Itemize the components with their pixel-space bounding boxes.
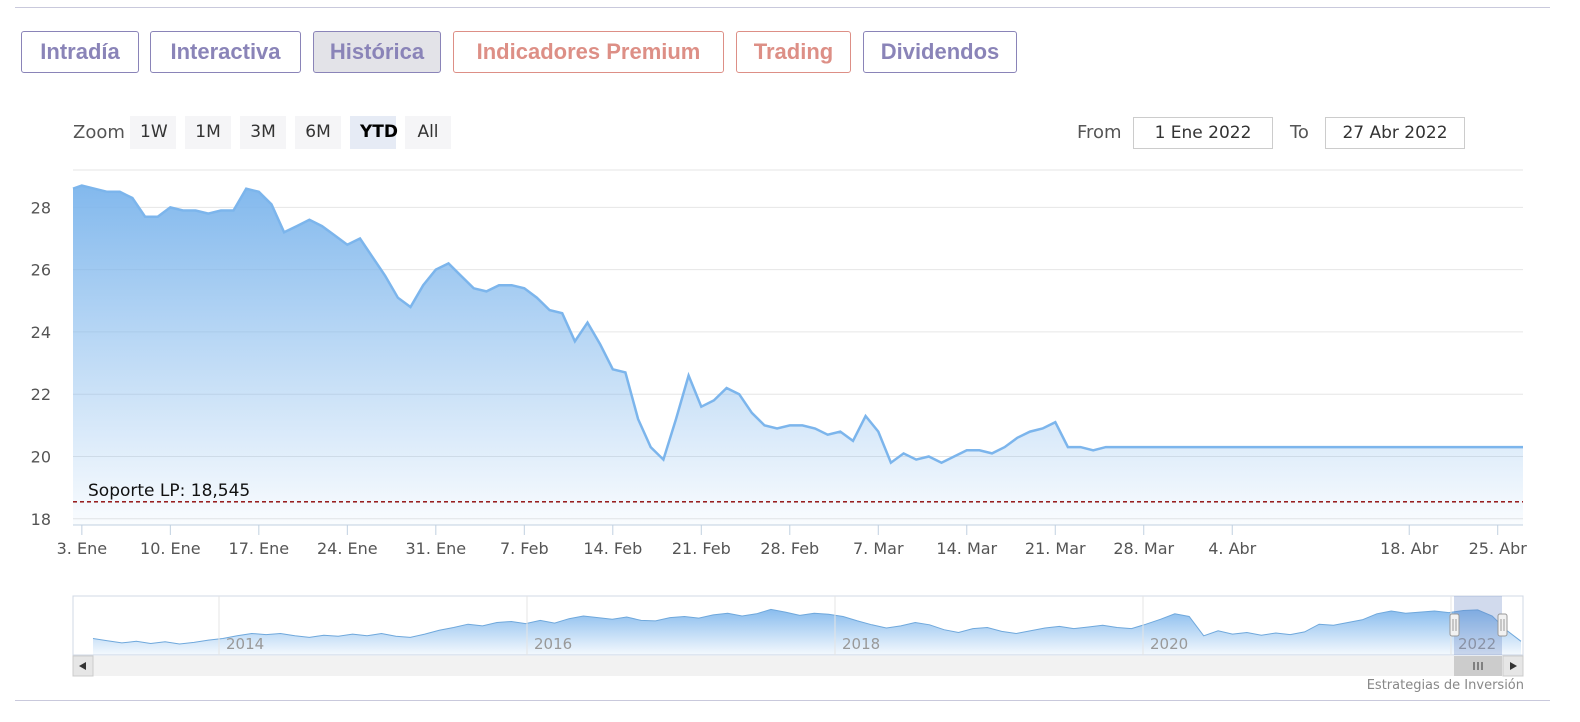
navigator-selection <box>1454 596 1502 655</box>
x-tick-label: 14. Mar <box>936 539 997 558</box>
navigator-tick-label: 2020 <box>1150 635 1188 653</box>
zoom-1w-button[interactable]: 1W <box>130 116 176 149</box>
navigator-tick-label: 2018 <box>842 635 880 653</box>
price-line <box>72 184 1523 465</box>
navigator-area <box>93 609 1521 655</box>
zoom-all-button[interactable]: All <box>405 116 451 149</box>
x-tick-label: 3. Ene <box>57 539 107 558</box>
navigator-handle <box>1449 613 1460 637</box>
x-tick-label: 14. Feb <box>583 539 642 558</box>
y-tick-label: 24 <box>31 323 51 342</box>
navigator-frame <box>72 595 1524 656</box>
zoom-label: Zoom <box>73 122 125 143</box>
x-tick-label: 21. Feb <box>672 539 731 558</box>
y-tick-label: 20 <box>31 447 51 466</box>
x-tick-label: 4. Abr <box>1208 539 1256 558</box>
scroll-left-button <box>72 655 94 677</box>
tab-intradia[interactable]: Intradía <box>21 31 139 73</box>
x-tick-label: 31. Ene <box>406 539 467 558</box>
x-tick-label: 17. Ene <box>229 539 290 558</box>
zoom-6m-button[interactable]: 6M <box>295 116 341 149</box>
scroll-right-button <box>1502 655 1524 677</box>
x-tick-label: 28. Mar <box>1113 539 1174 558</box>
x-tick-label: 10. Ene <box>140 539 201 558</box>
x-tick-label: 7. Feb <box>500 539 549 558</box>
zoom-3m-button[interactable]: 3M <box>240 116 286 149</box>
scrollbar-track <box>73 656 1523 676</box>
tab-dividendos[interactable]: Dividendos <box>863 31 1017 73</box>
price-area <box>73 185 1523 525</box>
tab-bar: Intradía Interactiva Histórica Indicador… <box>21 31 1021 75</box>
credit-text[interactable]: Estrategias de Inversión <box>1366 678 1524 693</box>
zoom-ytd-button[interactable]: YTD <box>350 116 398 149</box>
y-tick-label: 18 <box>31 510 51 529</box>
y-tick-label: 26 <box>31 261 51 280</box>
range-to-label: To <box>1290 122 1309 143</box>
x-tick-label: 18. Abr <box>1380 539 1439 558</box>
range-from-input[interactable]: 1 Ene 2022 <box>1133 117 1273 149</box>
x-tick-label: 21. Mar <box>1025 539 1086 558</box>
support-label: Soporte LP: 18,545 <box>88 481 250 501</box>
zoom-1m-button[interactable]: 1M <box>185 116 231 149</box>
x-tick-label: 25. Abr <box>1469 539 1528 558</box>
navigator-handle <box>1497 613 1508 637</box>
top-divider <box>15 7 1550 8</box>
scroll-right-arrow-icon <box>1510 662 1517 670</box>
scroll-left-arrow-icon <box>79 662 86 670</box>
scrollbar-thumb <box>1454 656 1502 676</box>
navigator-line <box>92 608 1522 645</box>
x-tick-label: 24. Ene <box>317 539 378 558</box>
bottom-divider <box>15 700 1550 701</box>
x-tick-label: 7. Mar <box>853 539 904 558</box>
navigator-tick-label: 2014 <box>226 635 264 653</box>
y-tick-label: 22 <box>31 385 51 404</box>
x-tick-label: 28. Feb <box>760 539 819 558</box>
navigator-tick-label: 2016 <box>534 635 572 653</box>
tab-trading[interactable]: Trading <box>736 31 851 73</box>
range-from-label: From <box>1077 122 1122 143</box>
tab-historica[interactable]: Histórica <box>313 31 441 73</box>
range-to-input[interactable]: 27 Abr 2022 <box>1325 117 1465 149</box>
tab-indicadores-premium[interactable]: Indicadores Premium <box>453 31 724 73</box>
tab-interactiva[interactable]: Interactiva <box>150 31 301 73</box>
navigator-tick-label: 2022 <box>1458 635 1496 653</box>
y-tick-label: 28 <box>31 198 51 217</box>
